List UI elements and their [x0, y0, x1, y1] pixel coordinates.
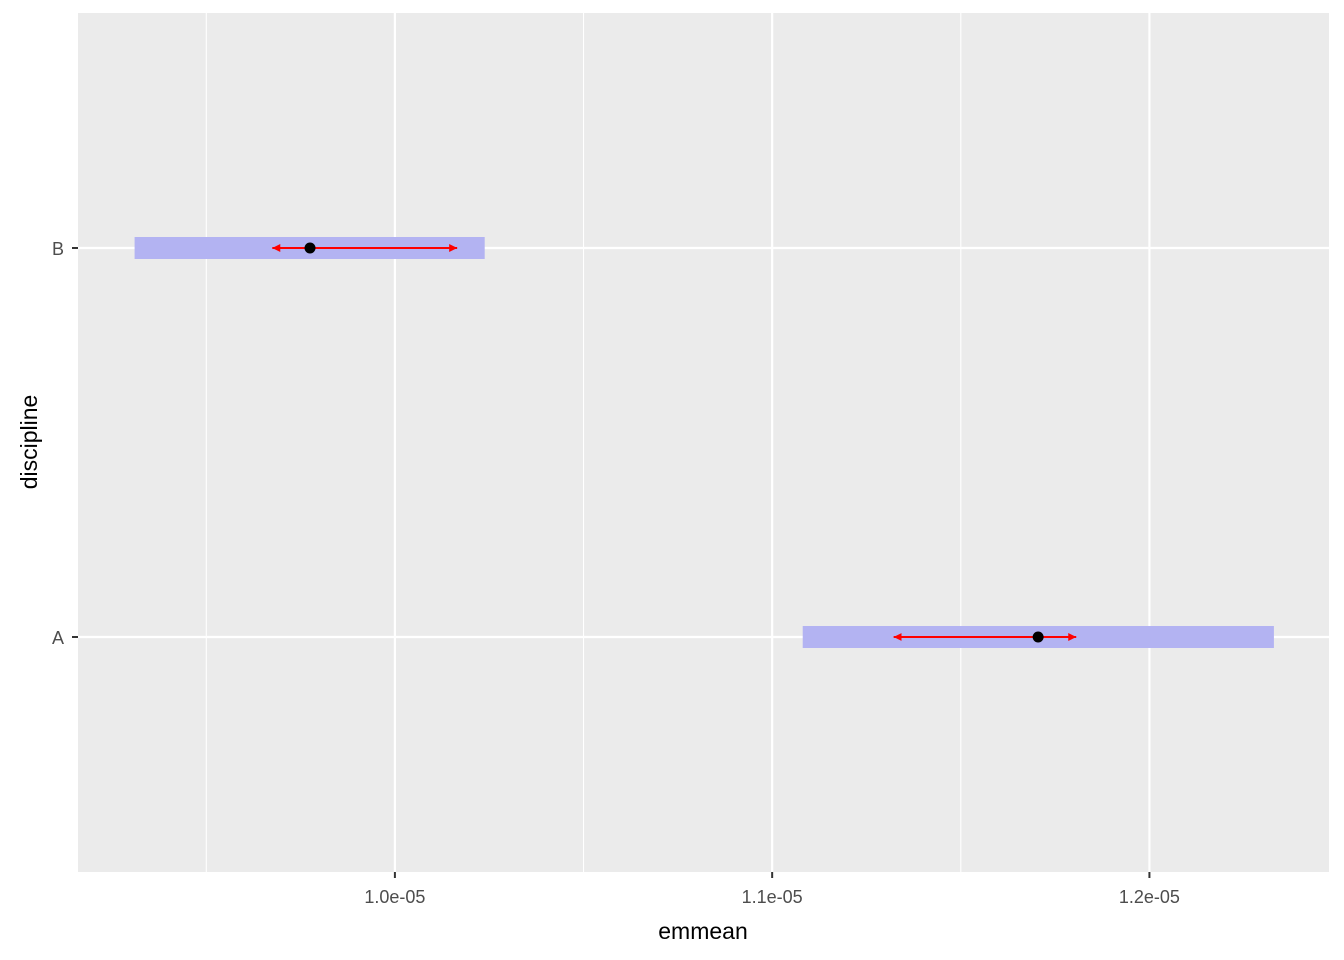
comparison-arrows: [272, 244, 1077, 641]
y-axis: AB: [52, 239, 78, 648]
major-gridlines: [78, 13, 1329, 872]
y-tick-label: B: [52, 239, 64, 259]
y-tick-label: A: [52, 628, 64, 648]
x-axis-title: emmean: [658, 918, 747, 944]
x-axis: 1.0e-05 1.1e-05 1.2e-05: [364, 872, 1180, 907]
minor-gridlines: [205, 13, 962, 872]
x-tick-label: 1.0e-05: [364, 887, 425, 907]
plot-panel: [78, 13, 1329, 872]
emmean-point-a: [1032, 631, 1044, 643]
y-axis-title: discipline: [16, 395, 42, 490]
x-tick-label: 1.2e-05: [1119, 887, 1180, 907]
x-tick-label: 1.1e-05: [742, 887, 803, 907]
emmean-point-b: [304, 242, 316, 254]
emmean-points: [304, 242, 1044, 643]
